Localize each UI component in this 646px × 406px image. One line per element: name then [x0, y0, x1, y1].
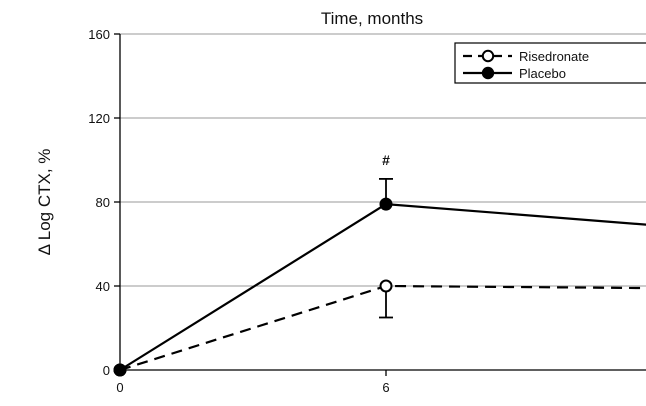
data-point-placebo-0 — [113, 363, 127, 377]
y-tick-label-1: 40 — [96, 279, 110, 294]
legend-marker-placebo — [481, 66, 495, 80]
series-layer — [113, 177, 646, 377]
legend-label-placebo: Placebo — [519, 66, 566, 81]
y-tick-label-0: 0 — [103, 363, 110, 378]
legend-marker-risedronate — [481, 49, 495, 63]
x-tick-label-0: 0 — [116, 380, 123, 395]
x-axis-title: Time, months — [321, 9, 423, 28]
y-tick-label-2: 80 — [96, 195, 110, 210]
data-point-placebo-1 — [379, 197, 393, 211]
data-point-risedronate-1 — [379, 279, 393, 293]
x-tick-label-1: 6 — [382, 380, 389, 395]
y-axis-title: Δ Log CTX, % — [35, 149, 54, 256]
legend-label-risedronate: Risedronate — [519, 49, 589, 64]
series-line-risedronate — [119, 284, 646, 372]
legend: Risedronate Placebo — [454, 42, 646, 84]
y-tick-label-3: 120 — [88, 111, 110, 126]
y-tick-label-4: 160 — [88, 27, 110, 42]
ticks: 04080120160061 — [88, 27, 389, 395]
annotation-0: # — [382, 152, 390, 168]
annotations: # — [382, 152, 390, 168]
